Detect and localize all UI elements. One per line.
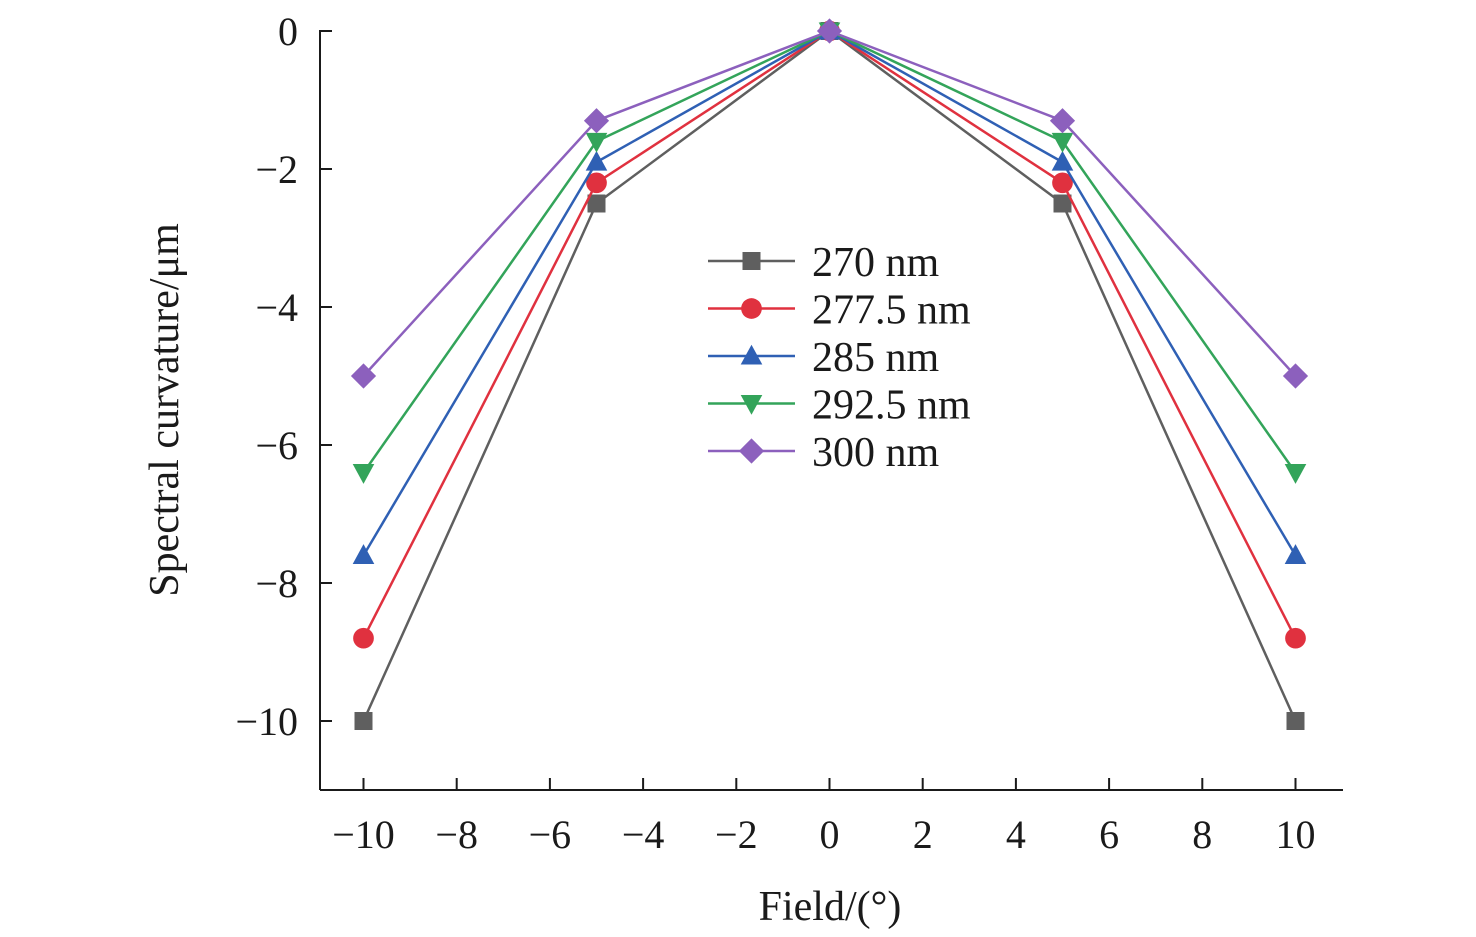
x-tick-label: 8 xyxy=(1192,812,1212,857)
series-layer xyxy=(350,18,1309,730)
data-point xyxy=(1051,132,1074,153)
y-axis-title: Spectral curvature/μm xyxy=(142,223,188,597)
legend-marker xyxy=(741,298,762,319)
x-tick-label: 2 xyxy=(913,812,933,857)
data-point xyxy=(353,627,374,649)
x-tick-label: −4 xyxy=(622,812,665,857)
legend-entry: 270 nm xyxy=(708,240,940,286)
x-tick-label: 6 xyxy=(1099,812,1119,857)
data-point xyxy=(1286,712,1305,730)
y-tick-label: −10 xyxy=(235,699,298,744)
data-point xyxy=(350,363,377,389)
data-point xyxy=(586,172,607,194)
legend-label: 270 nm xyxy=(812,240,940,286)
legend-marker xyxy=(742,252,761,270)
data-point xyxy=(1284,544,1307,564)
y-tick-label: −4 xyxy=(255,285,298,330)
data-point xyxy=(352,544,375,564)
x-tick-label: −2 xyxy=(715,812,758,857)
data-point xyxy=(1051,150,1074,171)
y-tick-label: 0 xyxy=(278,9,298,54)
data-point xyxy=(1284,464,1307,484)
data-point xyxy=(585,150,608,171)
legend-label: 300 nm xyxy=(812,430,940,476)
legend-entry: 277.5 nm xyxy=(708,288,971,334)
legend-entry: 285 nm xyxy=(708,335,940,381)
legend-marker xyxy=(740,394,763,415)
data-point xyxy=(816,18,843,44)
data-point xyxy=(587,194,606,213)
legend-entry: 292.5 nm xyxy=(708,383,971,429)
x-tick-label: −10 xyxy=(332,812,395,857)
data-point xyxy=(1285,627,1306,649)
data-point xyxy=(585,132,608,153)
x-tick-label: −6 xyxy=(529,812,572,857)
series-5 xyxy=(350,18,1309,389)
data-point xyxy=(1049,108,1076,134)
y-tick-label: −6 xyxy=(255,423,298,468)
data-point xyxy=(354,712,373,730)
legend-marker xyxy=(740,344,763,365)
data-point xyxy=(1052,172,1073,194)
x-tick-label: −8 xyxy=(435,812,478,857)
legend-marker xyxy=(738,438,765,464)
x-tick-label: 4 xyxy=(1006,812,1026,857)
legend-entry: 300 nm xyxy=(708,430,940,476)
data-point xyxy=(1053,194,1072,213)
x-tick-label: 0 xyxy=(820,812,840,857)
data-point xyxy=(1282,363,1309,389)
x-tick-label: 10 xyxy=(1276,812,1316,857)
legend-label: 277.5 nm xyxy=(812,288,971,334)
axes: 0 −2 −4 −6 −8 −10 −10 −8 −6 −4 −2 0 2 4 6 8 10 xyxy=(235,9,1343,857)
data-point xyxy=(583,108,610,134)
y-tick-label: −8 xyxy=(255,561,298,606)
data-point xyxy=(352,464,375,484)
x-axis-title: Field/(°) xyxy=(759,884,902,930)
y-tick-label: −2 xyxy=(255,147,298,192)
legend-label: 285 nm xyxy=(812,335,940,381)
legend-label: 292.5 nm xyxy=(812,383,971,429)
